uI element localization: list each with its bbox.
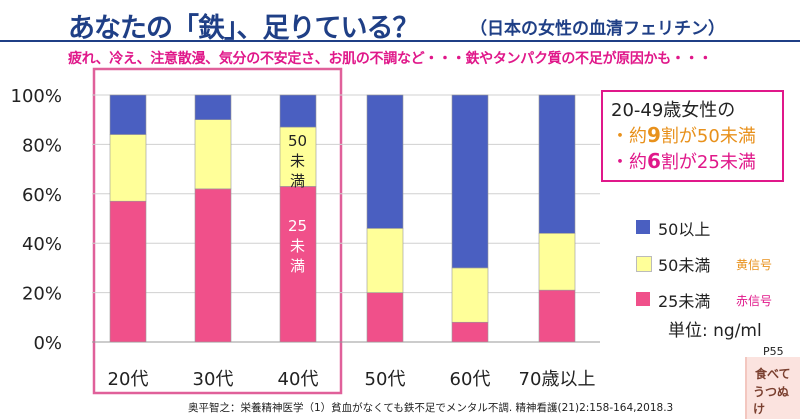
- book-cover-text: 食べて: [755, 367, 791, 381]
- legend-label: 50以上: [658, 220, 711, 239]
- legend-swatch-blue: [636, 220, 650, 234]
- bar-segment: [109, 200, 147, 343]
- bar-segment: [538, 289, 576, 343]
- x-tick-label: 70歳以上: [519, 369, 596, 390]
- unit-label: 単位: ng/ml: [668, 321, 762, 341]
- bar-segment: [451, 94, 489, 269]
- y-tick-label: 60%: [22, 185, 62, 206]
- callout-line-3: ・約6割が25未満: [611, 149, 756, 173]
- callout-line-1: 20-49歳女性の: [611, 100, 736, 121]
- summary-callout: 20-49歳女性の ・約9割が50未満 ・約6割が25未満: [601, 90, 784, 182]
- bar-segment: [366, 292, 404, 343]
- y-tick-label: 0%: [33, 333, 62, 354]
- tagline: 疲れ、冷え、注意散漫、気分の不安定さ、お肌の不調など・・・鉄やタンパク質の不足が…: [68, 51, 713, 67]
- y-tick-label: 20%: [22, 284, 62, 305]
- legend-label: 50未満: [658, 256, 711, 275]
- bar-segment: [279, 94, 317, 128]
- legend-label: 25未満: [658, 292, 711, 311]
- legend-swatch-pink: [636, 292, 650, 306]
- bar-segment: [538, 94, 576, 234]
- book-cover-thumbnail: 食べて うつぬけ: [745, 357, 800, 419]
- y-tick-label: 80%: [22, 135, 62, 156]
- citation: 奥平智之：栄養精神医学（1）貧血がなくても鉄不足でメンタル不調. 精神看護(21…: [188, 402, 674, 414]
- bar-segment: [194, 188, 232, 343]
- callout-line-2: ・約9割が50未満: [611, 123, 756, 147]
- yellow-signal-tag: 黄信号: [736, 258, 773, 272]
- legend-swatch-yellow: [636, 256, 652, 272]
- x-tick-label: 50代: [365, 369, 406, 390]
- x-tick-label: 60代: [450, 369, 491, 390]
- bar-segment: [366, 94, 404, 229]
- page-number: P55: [763, 345, 784, 358]
- bar-segment: [194, 94, 232, 121]
- bar-segment: [194, 119, 232, 190]
- bar-segment: [279, 126, 317, 187]
- bar-segment: [109, 134, 147, 202]
- bar-segment: [538, 233, 576, 291]
- page-title: あなたの「鉄」、足りている？: [68, 13, 419, 44]
- highlight-frame: [92, 67, 343, 395]
- red-signal-tag: 赤信号: [736, 294, 773, 308]
- pink-bar-annotation: 25 未満: [288, 217, 308, 276]
- x-tick-label: 20代: [108, 369, 149, 390]
- book-cover-text: うつぬけ: [753, 385, 790, 416]
- bar-segment: [279, 186, 317, 343]
- y-tick-label: 40%: [22, 234, 62, 255]
- bar-segment: [451, 267, 489, 323]
- bar-segment: [451, 321, 489, 343]
- title-divider: [0, 40, 800, 42]
- x-tick-label: 30代: [193, 369, 234, 390]
- bar-segment: [366, 228, 404, 293]
- yellow-bar-annotation: 50 未満: [288, 132, 308, 191]
- page-subtitle: （日本の女性の血清フェリチン）: [470, 19, 725, 39]
- x-tick-label: 40代: [278, 369, 319, 390]
- bar-segment: [109, 94, 147, 135]
- y-tick-label: 100%: [11, 86, 62, 107]
